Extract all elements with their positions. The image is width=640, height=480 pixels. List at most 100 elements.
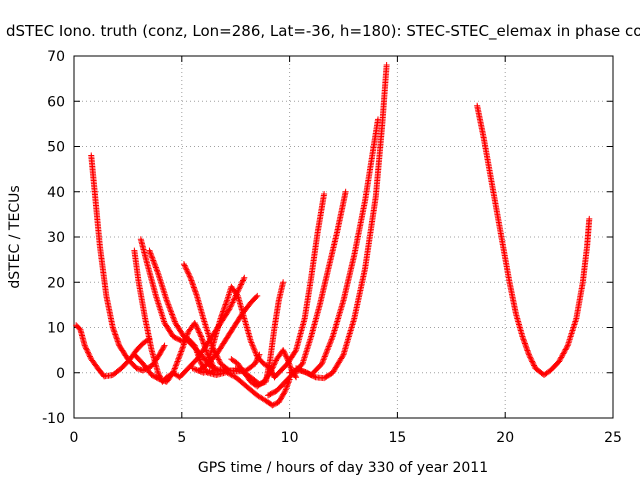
data-point (174, 358, 181, 365)
data-point (216, 357, 223, 364)
data-point (171, 366, 178, 373)
data-point (175, 355, 182, 362)
data-point (252, 360, 259, 367)
data-point (342, 188, 349, 195)
data-point (190, 365, 197, 372)
data-point (173, 361, 180, 368)
data-point (183, 266, 190, 273)
data-point (525, 351, 532, 358)
data-point (195, 328, 202, 335)
data-point (321, 353, 328, 360)
data-point (170, 369, 177, 376)
data-point (193, 322, 200, 329)
data-point (299, 368, 306, 375)
data-point (526, 353, 533, 360)
data-point (153, 265, 160, 272)
data-point (238, 280, 245, 287)
data-point (318, 360, 325, 367)
data-point (166, 305, 173, 312)
data-point (232, 292, 239, 299)
data-series (73, 322, 153, 380)
data-point (278, 394, 285, 401)
data-point (241, 274, 248, 281)
data-point (173, 359, 180, 366)
data-point (184, 267, 191, 274)
data-point (240, 276, 247, 283)
data-point (161, 342, 168, 349)
y-tick-label: 0 (56, 366, 65, 382)
data-point (167, 307, 174, 314)
data-point (148, 253, 155, 260)
grid (74, 56, 613, 418)
data-point (322, 352, 329, 359)
data-point (239, 278, 246, 285)
data-point (230, 298, 237, 305)
data-point (252, 349, 259, 356)
data-point (277, 395, 284, 402)
data-point (253, 358, 260, 365)
data-point (86, 352, 93, 359)
data-point (171, 317, 178, 324)
y-tick-label: 40 (47, 185, 65, 201)
data-series (271, 191, 328, 381)
data-point (233, 291, 240, 298)
data-point (177, 351, 184, 358)
y-tick-label: -10 (42, 411, 65, 427)
data-point (170, 315, 177, 322)
data-point (527, 354, 534, 361)
data-point (293, 365, 300, 372)
data-point (160, 345, 167, 352)
data-series (265, 188, 349, 399)
data-point (253, 293, 260, 300)
data-point (272, 358, 279, 365)
x-tick-label: 20 (496, 430, 514, 446)
data-point (302, 369, 309, 376)
data-point (283, 353, 290, 360)
data-point (329, 334, 336, 341)
data-point (194, 326, 201, 333)
data-point (236, 367, 243, 374)
data-point (249, 342, 256, 349)
data-point (326, 340, 333, 347)
data-point (283, 383, 290, 390)
data-point (235, 366, 242, 373)
data-point (325, 343, 332, 350)
data-point (250, 343, 257, 350)
data-point (151, 260, 158, 267)
data-point (563, 345, 570, 352)
data-point (281, 389, 288, 396)
data-point (196, 329, 203, 336)
data-point (284, 382, 291, 389)
data-point (164, 300, 171, 307)
data-point (529, 358, 536, 365)
data-point (165, 303, 172, 310)
data-point (172, 362, 179, 369)
data-point (182, 263, 189, 270)
data-point (233, 365, 240, 372)
data-point (280, 347, 287, 354)
data-point (152, 264, 159, 271)
data-point (154, 267, 161, 274)
data-point (85, 350, 92, 357)
data-point (197, 332, 204, 339)
data-point (280, 348, 287, 355)
data-point (237, 367, 244, 374)
data-point (225, 307, 232, 314)
data-point (193, 366, 200, 373)
data-point (159, 346, 166, 353)
data-point (564, 343, 571, 350)
data-point (156, 351, 163, 358)
x-axis-label: GPS time / hours of day 330 of year 2011 (198, 460, 488, 476)
y-tick-label: 20 (47, 275, 65, 291)
data-point (192, 366, 199, 373)
data-point (251, 346, 258, 353)
data-point (557, 355, 564, 362)
data-point (177, 349, 184, 356)
data-point (556, 357, 563, 364)
data-point (226, 305, 233, 312)
data-series (293, 62, 390, 382)
data-point (170, 368, 177, 375)
data-point (191, 319, 198, 326)
data-point (292, 348, 299, 355)
data-point (326, 342, 333, 349)
